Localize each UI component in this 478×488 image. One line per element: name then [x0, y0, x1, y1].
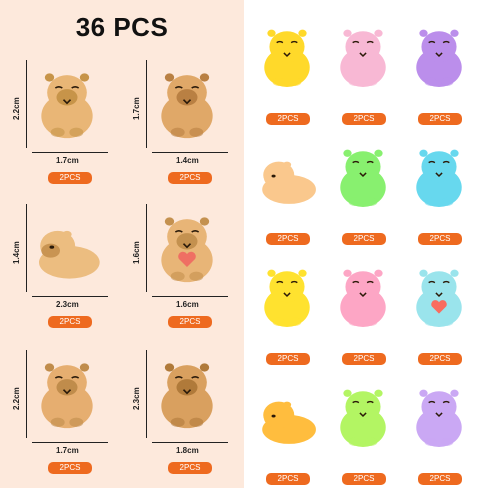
capybara-toy	[256, 10, 318, 105]
quantity-badge: 2PCS	[266, 113, 310, 125]
capybara-figure	[264, 29, 310, 88]
capybara-figure	[161, 73, 213, 139]
capybara-figure	[416, 29, 462, 88]
quantity-badge: 2PCS	[168, 172, 212, 184]
capybara-toy	[408, 130, 470, 225]
width-dimension-line	[152, 442, 228, 443]
height-dimension-line	[26, 60, 27, 148]
height-label: 2.2cm	[12, 97, 21, 120]
quantity-badge: 2PCS	[168, 316, 212, 328]
quantity-badge: 2PCS	[168, 462, 212, 474]
quantity-badge: 2PCS	[266, 353, 310, 365]
height-label: 2.3cm	[132, 387, 141, 410]
quantity-badge: 2PCS	[48, 172, 92, 184]
quantity-badge: 2PCS	[418, 113, 462, 125]
quantity-badge: 2PCS	[48, 316, 92, 328]
quantity-badge: 2PCS	[342, 233, 386, 245]
capybara-figure	[340, 149, 386, 208]
capybara-toy	[332, 130, 394, 225]
capybara-figure	[161, 217, 213, 283]
height-label: 1.4cm	[12, 241, 21, 264]
height-label: 1.7cm	[132, 97, 141, 120]
capybara-toy	[332, 370, 394, 465]
width-label: 1.4cm	[176, 156, 199, 165]
width-dimension-line	[152, 296, 228, 297]
capybara-figure	[41, 363, 93, 429]
quantity-badge: 2PCS	[342, 113, 386, 125]
capybara-figure	[161, 363, 213, 429]
quantity-badge: 2PCS	[418, 473, 462, 485]
capybara-toy	[256, 250, 318, 345]
capybara-figure	[262, 401, 316, 444]
height-dimension-line	[146, 204, 147, 292]
width-label: 1.6cm	[176, 300, 199, 309]
capybara-figure	[416, 149, 462, 208]
capybara-figure	[416, 389, 462, 448]
quantity-title: 36 PCS	[75, 12, 169, 42]
height-dimension-line	[26, 350, 27, 438]
quantity-badge: 2PCS	[418, 353, 462, 365]
capybara-figure	[41, 73, 93, 139]
capybara-toy	[256, 130, 318, 225]
width-dimension-line	[152, 152, 228, 153]
height-label: 1.6cm	[132, 241, 141, 264]
height-dimension-line	[146, 60, 147, 148]
capybara-figure	[264, 269, 310, 328]
width-dimension-line	[32, 442, 108, 443]
width-dimension-line	[32, 296, 108, 297]
capybara-toy	[256, 370, 318, 465]
capybara-toy	[32, 352, 102, 437]
capybara-toy	[408, 10, 470, 105]
capybara-toy	[152, 62, 222, 147]
height-dimension-line	[146, 350, 147, 438]
capybara-figure	[340, 389, 386, 448]
capybara-figure	[262, 161, 316, 204]
width-dimension-line	[32, 152, 108, 153]
capybara-toy	[32, 206, 102, 291]
capybara-toy	[408, 250, 470, 345]
capybara-figure	[340, 269, 386, 328]
capybara-toy	[332, 250, 394, 345]
capybara-figure	[39, 230, 100, 279]
capybara-toy	[32, 62, 102, 147]
capybara-toy	[152, 206, 222, 291]
width-label: 1.7cm	[56, 446, 79, 455]
quantity-badge: 2PCS	[266, 233, 310, 245]
quantity-badge: 2PCS	[266, 473, 310, 485]
quantity-badge: 2PCS	[342, 473, 386, 485]
quantity-badge: 2PCS	[418, 233, 462, 245]
capybara-figure	[416, 269, 462, 328]
capybara-toy	[152, 352, 222, 437]
height-label: 2.2cm	[12, 387, 21, 410]
quantity-badge: 2PCS	[342, 353, 386, 365]
width-label: 1.8cm	[176, 446, 199, 455]
capybara-toy	[408, 370, 470, 465]
capybara-toy	[332, 10, 394, 105]
height-dimension-line	[26, 204, 27, 292]
capybara-figure	[340, 29, 386, 88]
width-label: 1.7cm	[56, 156, 79, 165]
width-label: 2.3cm	[56, 300, 79, 309]
quantity-badge: 2PCS	[48, 462, 92, 474]
